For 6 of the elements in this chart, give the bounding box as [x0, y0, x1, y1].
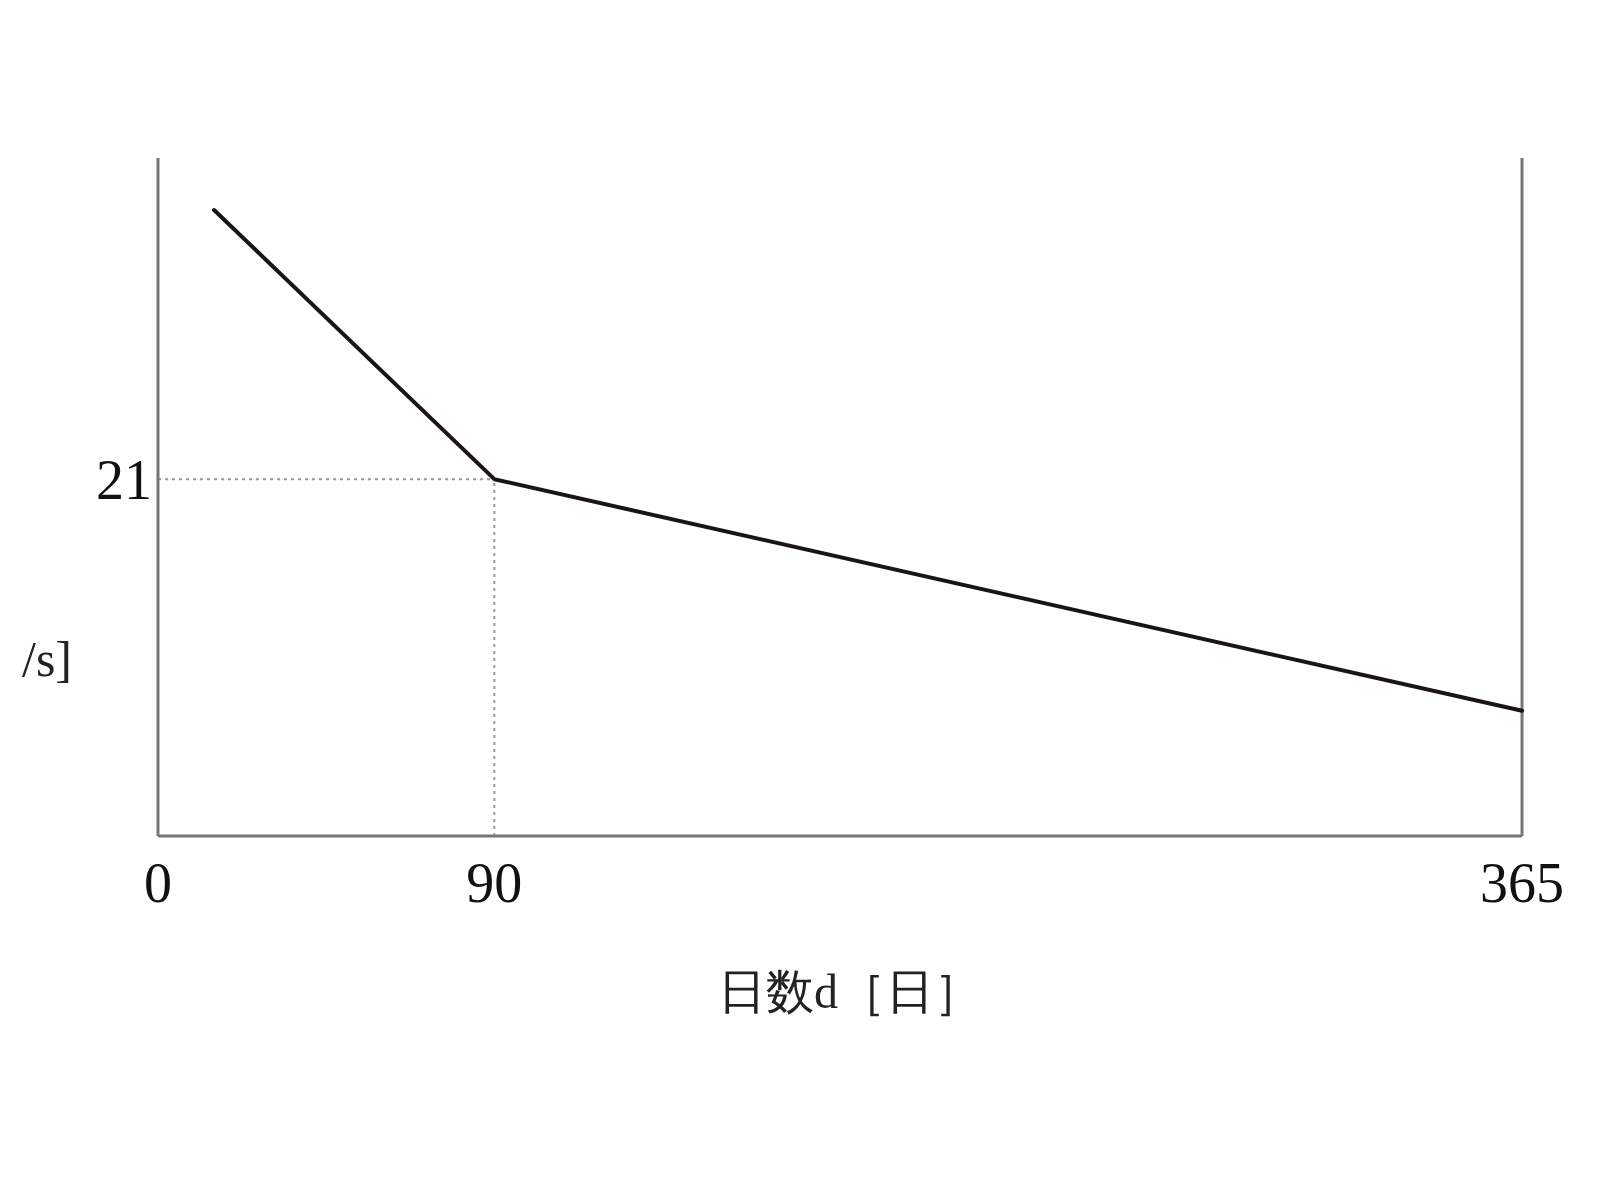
y-axis-title: /s] [22, 631, 72, 687]
x-tick-label: 0 [144, 852, 172, 914]
x-axis-title: 日数d［日］ [718, 965, 982, 1018]
text: 21 [96, 449, 152, 512]
x-tick-label: 365 [1480, 852, 1564, 914]
x-tick-label: 90 [466, 852, 523, 914]
